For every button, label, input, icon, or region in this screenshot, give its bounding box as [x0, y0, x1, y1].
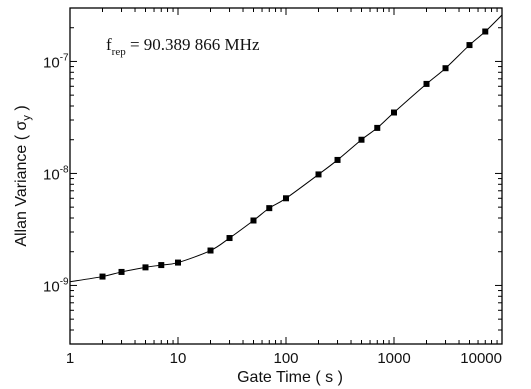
data-point	[99, 273, 106, 280]
data-point	[283, 195, 289, 202]
x-tick-label: 1000	[377, 350, 410, 367]
data-point	[391, 109, 397, 116]
y-axis-title-subscript: y	[21, 115, 33, 121]
y-axis-title-prefix: Allan Variance (	[13, 130, 30, 246]
y-tick-base: 10	[43, 166, 60, 183]
data-point	[442, 65, 449, 72]
data-point	[358, 136, 365, 143]
data-point	[207, 247, 214, 254]
annotation-frep: frep = 90.389 866 MHz	[106, 35, 260, 58]
annotation-text: = 90.389 866 MHz	[126, 35, 260, 54]
data-point	[266, 205, 273, 212]
fit-curve	[69, 14, 503, 283]
x-tick-label: 10	[170, 350, 187, 367]
y-axis-title-symbol: σ	[13, 120, 30, 130]
data-point	[250, 217, 257, 224]
y-tick-labels: 10-910-810-7	[43, 52, 69, 295]
data-markers	[99, 28, 489, 280]
x-tick-label: 10000	[460, 350, 502, 367]
y-tick-base: 10	[43, 278, 60, 295]
y-tick-label: 10-7	[43, 52, 69, 71]
x-tick-labels: 1 10 100 1000 10000	[66, 350, 502, 367]
data-point	[374, 124, 381, 131]
data-point	[142, 264, 149, 271]
y-axis-title: Allan Variance ( σy )	[13, 105, 33, 246]
data-point	[118, 268, 125, 275]
data-point	[226, 235, 233, 242]
data-point	[175, 259, 181, 266]
y-tick-exponent: -8	[60, 164, 69, 175]
data-point	[466, 42, 473, 49]
data-point	[482, 28, 489, 35]
annotation-subscript: rep	[112, 46, 127, 58]
x-axis-title: Gate Time ( s )	[237, 369, 343, 386]
data-point	[315, 171, 322, 178]
data-point	[423, 80, 430, 87]
x-tick-label: 100	[273, 350, 298, 367]
data-point	[158, 262, 165, 269]
y-axis-title-suffix: )	[13, 105, 30, 115]
x-tick-label: 1	[66, 350, 74, 367]
axis-ticks	[69, 7, 503, 345]
y-tick-base: 10	[43, 54, 60, 71]
plot-frame	[69, 7, 503, 345]
y-tick-exponent: -7	[60, 52, 69, 63]
y-tick-exponent: -9	[60, 276, 69, 287]
data-point	[334, 156, 341, 163]
annotation-symbol: f	[106, 35, 112, 54]
y-tick-label: 10-8	[43, 164, 69, 183]
y-tick-label: 10-9	[43, 276, 69, 295]
